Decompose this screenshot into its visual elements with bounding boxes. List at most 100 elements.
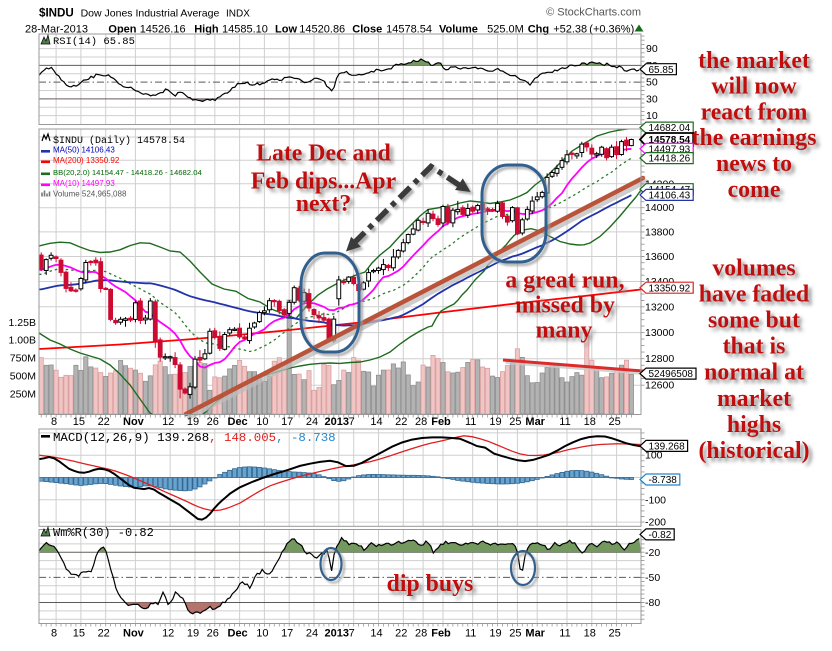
svg-text:-8.738: -8.738 [649, 475, 678, 486]
svg-text:139.268: 139.268 [649, 442, 686, 453]
svg-text:7: 7 [349, 628, 355, 640]
svg-text:7: 7 [349, 416, 355, 428]
svg-text:13350.92: 13350.92 [649, 283, 691, 294]
svg-text:Low: Low [275, 24, 297, 36]
svg-text:Late Dec and: Late Dec and [256, 140, 391, 166]
svg-text:17: 17 [281, 628, 293, 640]
svg-text:12600: 12600 [645, 380, 674, 392]
svg-text:28: 28 [415, 416, 427, 428]
svg-text:17: 17 [281, 416, 293, 428]
svg-text:8: 8 [51, 628, 57, 640]
svg-text:12: 12 [162, 628, 174, 640]
svg-text:13600: 13600 [645, 251, 674, 263]
svg-text:missed by: missed by [515, 292, 615, 318]
svg-text:the earnings: the earnings [692, 125, 817, 151]
svg-text:next?: next? [296, 191, 352, 217]
svg-text:26: 26 [207, 416, 219, 428]
svg-text:12: 12 [162, 416, 174, 428]
svg-text:26: 26 [207, 628, 219, 640]
svg-text:MA(200) 13350.92: MA(200) 13350.92 [53, 156, 120, 165]
svg-text:13000: 13000 [645, 327, 674, 339]
svg-text:19: 19 [187, 416, 199, 428]
svg-text:(+0.36%): (+0.36%) [589, 24, 634, 36]
svg-text:$INDU (Daily) 14578.54: $INDU (Daily) 14578.54 [53, 135, 185, 147]
svg-text:90: 90 [646, 43, 658, 55]
svg-text:14526.16: 14526.16 [140, 24, 186, 36]
svg-text:13200: 13200 [645, 301, 674, 313]
svg-text:Mar: Mar [525, 628, 545, 640]
svg-text:the market: the market [698, 48, 810, 74]
svg-text:10: 10 [256, 628, 268, 640]
svg-text:MACD(12,26,9) 139.268, 148.005: MACD(12,26,9) 139.268, 148.005, -8.738 [53, 431, 336, 445]
svg-text:Feb dips...Apr: Feb dips...Apr [251, 169, 397, 195]
svg-text:14: 14 [370, 628, 382, 640]
svg-text:25: 25 [509, 416, 521, 428]
svg-text:14578.54: 14578.54 [649, 135, 691, 146]
svg-text:14585.10: 14585.10 [222, 24, 268, 36]
svg-text:react from: react from [701, 99, 808, 125]
svg-text:14682.04: 14682.04 [649, 123, 691, 134]
svg-text:25: 25 [509, 628, 521, 640]
svg-text:Close: Close [352, 24, 382, 36]
svg-text:22: 22 [395, 416, 407, 428]
svg-text:30: 30 [646, 93, 658, 105]
svg-text:11: 11 [465, 416, 476, 428]
svg-text:14: 14 [370, 416, 382, 428]
svg-text:Open: Open [108, 24, 136, 36]
svg-text:Nov: Nov [123, 628, 145, 640]
svg-text:14418.26: 14418.26 [649, 154, 691, 165]
svg-text:have faded: have faded [699, 281, 809, 307]
svg-text:Dec: Dec [228, 416, 248, 428]
svg-text:Dec: Dec [228, 628, 248, 640]
svg-text:250M: 250M [10, 388, 36, 400]
svg-text:Wm%R(30) -0.82: Wm%R(30) -0.82 [53, 526, 154, 540]
svg-text:come: come [728, 177, 781, 203]
svg-text:15: 15 [73, 416, 85, 428]
svg-text:some but: some but [708, 308, 800, 334]
svg-text:11: 11 [559, 416, 570, 428]
svg-text:50: 50 [646, 77, 658, 89]
svg-text:14000: 14000 [645, 202, 674, 214]
svg-text:© StockCharts.com: © StockCharts.com [546, 7, 641, 19]
svg-text:Feb: Feb [431, 628, 451, 640]
svg-text:18: 18 [584, 628, 596, 640]
svg-text:1.00B: 1.00B [9, 335, 36, 347]
svg-text:will now: will now [711, 74, 797, 100]
svg-text:11: 11 [465, 628, 476, 640]
svg-text:14497.93: 14497.93 [649, 144, 691, 155]
svg-text:Volume: Volume [439, 24, 478, 36]
svg-text:100: 100 [645, 450, 663, 462]
svg-text:-20: -20 [645, 547, 660, 559]
svg-text:28: 28 [415, 628, 427, 640]
svg-text:2013: 2013 [325, 416, 349, 428]
svg-text:8: 8 [51, 416, 57, 428]
svg-text:15: 15 [73, 628, 85, 640]
svg-text:High: High [194, 24, 219, 36]
svg-text:65.85: 65.85 [649, 65, 674, 76]
svg-text:that is: that is [723, 334, 786, 360]
svg-text:(historical): (historical) [698, 438, 809, 464]
svg-text:18: 18 [584, 416, 596, 428]
svg-text:25: 25 [608, 416, 620, 428]
svg-text:a great run,: a great run, [505, 267, 624, 293]
svg-text:14578.54: 14578.54 [386, 24, 432, 36]
svg-text:-100: -100 [645, 494, 666, 506]
svg-text:25: 25 [608, 628, 620, 640]
svg-text:19: 19 [489, 416, 501, 428]
svg-text:500M: 500M [10, 371, 36, 383]
svg-text:Volume 524,965,088: Volume 524,965,088 [53, 189, 127, 198]
svg-text:10: 10 [646, 110, 658, 122]
svg-text:+52.38: +52.38 [553, 24, 587, 36]
svg-text:Mar: Mar [525, 416, 545, 428]
svg-text:-200: -200 [645, 517, 666, 529]
svg-text:Dow Jones Industrial Average: Dow Jones Industrial Average [81, 8, 220, 20]
svg-text:dip buys: dip buys [387, 571, 474, 597]
svg-text:22: 22 [98, 416, 110, 428]
svg-text:$INDU: $INDU [39, 7, 74, 20]
svg-text:13800: 13800 [645, 226, 674, 238]
svg-text:INDX: INDX [226, 8, 250, 19]
svg-text:52496508: 52496508 [649, 369, 694, 380]
svg-text:market: market [717, 386, 791, 412]
svg-text:1.25B: 1.25B [9, 317, 36, 329]
svg-text:22: 22 [98, 628, 110, 640]
